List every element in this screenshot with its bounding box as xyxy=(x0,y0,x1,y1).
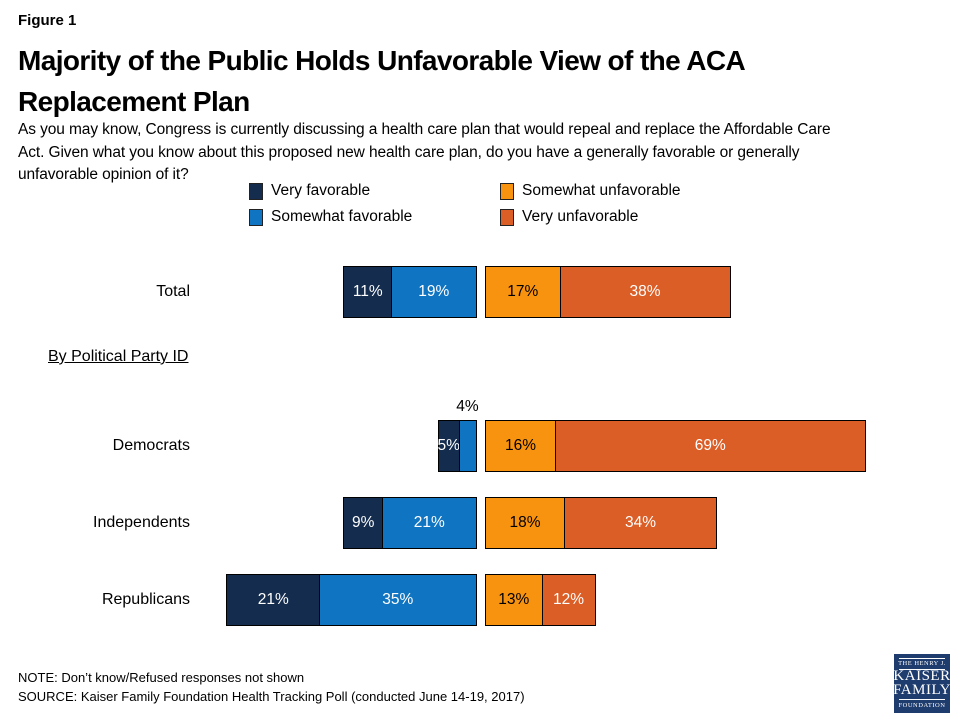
logo-text-foundation: FOUNDATION xyxy=(898,702,946,709)
bar-segment-somewhat-favorable: 19% xyxy=(391,266,477,318)
bar-segment-somewhat-favorable: 21% xyxy=(382,497,477,549)
legend-swatch-somewhat-unfavorable xyxy=(500,182,514,200)
page-title: Majority of the Public Holds Unfavorable… xyxy=(18,40,746,122)
bar-segment-very-favorable: 9% xyxy=(343,497,384,549)
legend-item-somewhat-favorable: Somewhat favorable xyxy=(249,208,412,226)
bar-segment-very-unfavorable: 34% xyxy=(564,497,717,549)
logo-divider-middle xyxy=(899,669,945,670)
bar-segment-somewhat-favorable xyxy=(458,420,477,472)
logo-divider-top xyxy=(899,658,945,659)
page-title-line-1: Majority of the Public Holds Unfavorable… xyxy=(18,45,746,76)
logo-text-the-henry-j: THE HENRY J. xyxy=(898,660,946,667)
bar-segment-somewhat-unfavorable: 16% xyxy=(484,420,557,472)
category-label-independents: Independents xyxy=(93,514,190,531)
logo-text-family: FAMILY xyxy=(893,681,951,698)
bar-segment-somewhat-favorable: 35% xyxy=(319,574,477,626)
survey-question-line-2: Act. Given what you know about this prop… xyxy=(18,143,800,161)
figure-label: Figure 1 xyxy=(18,12,77,29)
legend-item-very-favorable: Very favorable xyxy=(249,182,370,200)
survey-question-line-3: unfavorable opinion of it? xyxy=(18,166,189,183)
bar-segment-very-unfavorable: 38% xyxy=(559,266,731,318)
legend-swatch-very-favorable xyxy=(249,182,263,200)
footer-source: SOURCE: Kaiser Family Foundation Health … xyxy=(18,689,525,704)
legend-swatch-very-unfavorable xyxy=(500,208,514,226)
bar-segment-somewhat-unfavorable: 17% xyxy=(484,266,561,318)
bar-segment-very-favorable: 21% xyxy=(226,574,321,626)
legend-label-somewhat-favorable: Somewhat favorable xyxy=(271,208,413,225)
bar-segment-very-unfavorable: 12% xyxy=(541,574,596,626)
legend-label-somewhat-unfavorable: Somewhat unfavorable xyxy=(522,182,681,199)
outside-value-label: 4% xyxy=(456,398,479,415)
bar-segment-very-favorable: 11% xyxy=(343,266,393,318)
legend-item-somewhat-unfavorable: Somewhat unfavorable xyxy=(500,182,681,200)
legend-label-very-unfavorable: Very unfavorable xyxy=(522,208,639,225)
kaiser-family-foundation-logo: THE HENRY J. KAISER FAMILY FOUNDATION xyxy=(893,654,951,713)
category-label-republicans: Republicans xyxy=(101,591,190,608)
legend-label-very-favorable: Very favorable xyxy=(271,182,371,199)
survey-question-text: As you may know, Congress is currently d… xyxy=(18,119,831,187)
bar-segment-somewhat-unfavorable: 18% xyxy=(484,497,566,549)
survey-question-line-1: As you may know, Congress is currently d… xyxy=(18,121,831,138)
bar-segment-very-unfavorable: 69% xyxy=(555,420,866,472)
category-label-total: Total xyxy=(156,283,190,300)
logo-divider-bottom xyxy=(899,699,945,700)
logo-text-kaiser: KAISER xyxy=(893,668,951,684)
group-heading-by-political-party-id: By Political Party ID xyxy=(48,348,189,365)
bar-segment-somewhat-unfavorable: 13% xyxy=(484,574,543,626)
category-label-democrats: Democrats xyxy=(112,437,190,454)
legend-item-very-unfavorable: Very unfavorable xyxy=(500,208,638,226)
bar-segment-very-favorable: 5% xyxy=(437,420,460,472)
footer-note: NOTE: Don’t know/Refused responses not s… xyxy=(18,670,305,685)
page-title-line-2: Replacement Plan xyxy=(18,86,250,117)
legend-swatch-somewhat-favorable xyxy=(249,208,263,226)
